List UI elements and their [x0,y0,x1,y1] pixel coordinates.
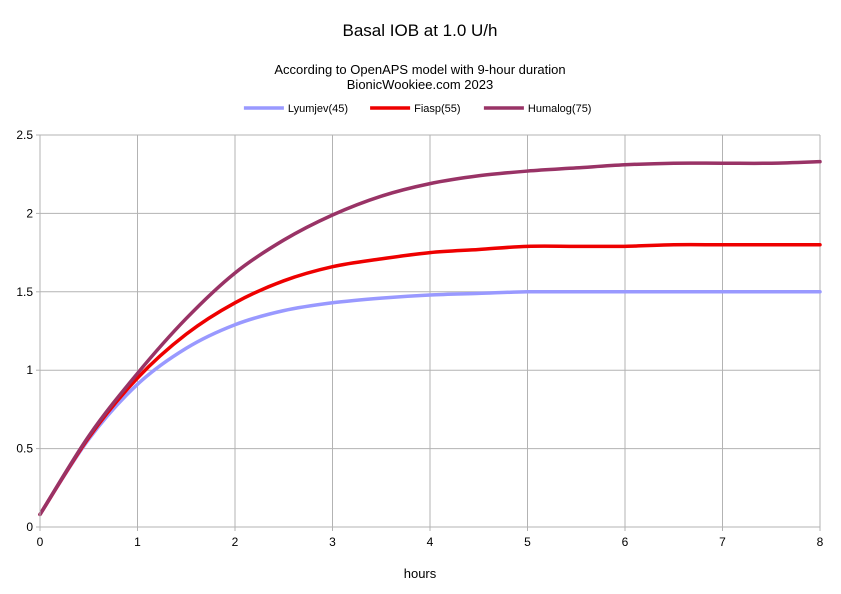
y-tick-label: 2.5 [16,128,33,142]
x-tick-label: 0 [37,535,44,549]
x-tick-label: 5 [524,535,531,549]
x-tick-label: 7 [719,535,726,549]
series-lines [38,159,822,517]
grid-lines [39,134,821,528]
chart-title: Basal IOB at 1.0 U/h [343,21,498,40]
x-tick-label: 6 [622,535,629,549]
y-tick-label: 1.5 [16,285,33,299]
x-tick-label: 4 [427,535,434,549]
x-axis-label: hours [404,566,437,581]
chart-subtitle-line-1: According to OpenAPS model with 9-hour d… [274,62,565,77]
legend: Lyumjev(45) Fiasp(55) Humalog(75) [243,103,592,115]
series-line-lyumjev-45 [38,289,822,517]
y-tick-label: 0 [26,520,33,534]
axes: 0 0.5 1 1.5 2 2.5 0 1 2 3 4 5 6 7 8 [16,128,823,549]
y-tick-label: 0.5 [16,442,33,456]
x-tick-label: 2 [232,535,239,549]
y-tick-label: 2 [26,206,33,220]
series-line-humalog-75 [38,159,822,517]
x-tick-label: 3 [329,535,336,549]
chart-subtitle-line-2: BionicWookiee.com 2023 [347,77,493,92]
x-tick-label: 1 [134,535,141,549]
series-line-fiasp-55 [38,242,822,517]
legend-label: Lyumjev(45) [288,103,348,115]
legend-label: Fiasp(55) [414,103,460,115]
x-tick-label: 8 [817,535,824,549]
legend-label: Humalog(75) [528,103,592,115]
y-tick-label: 1 [26,363,33,377]
